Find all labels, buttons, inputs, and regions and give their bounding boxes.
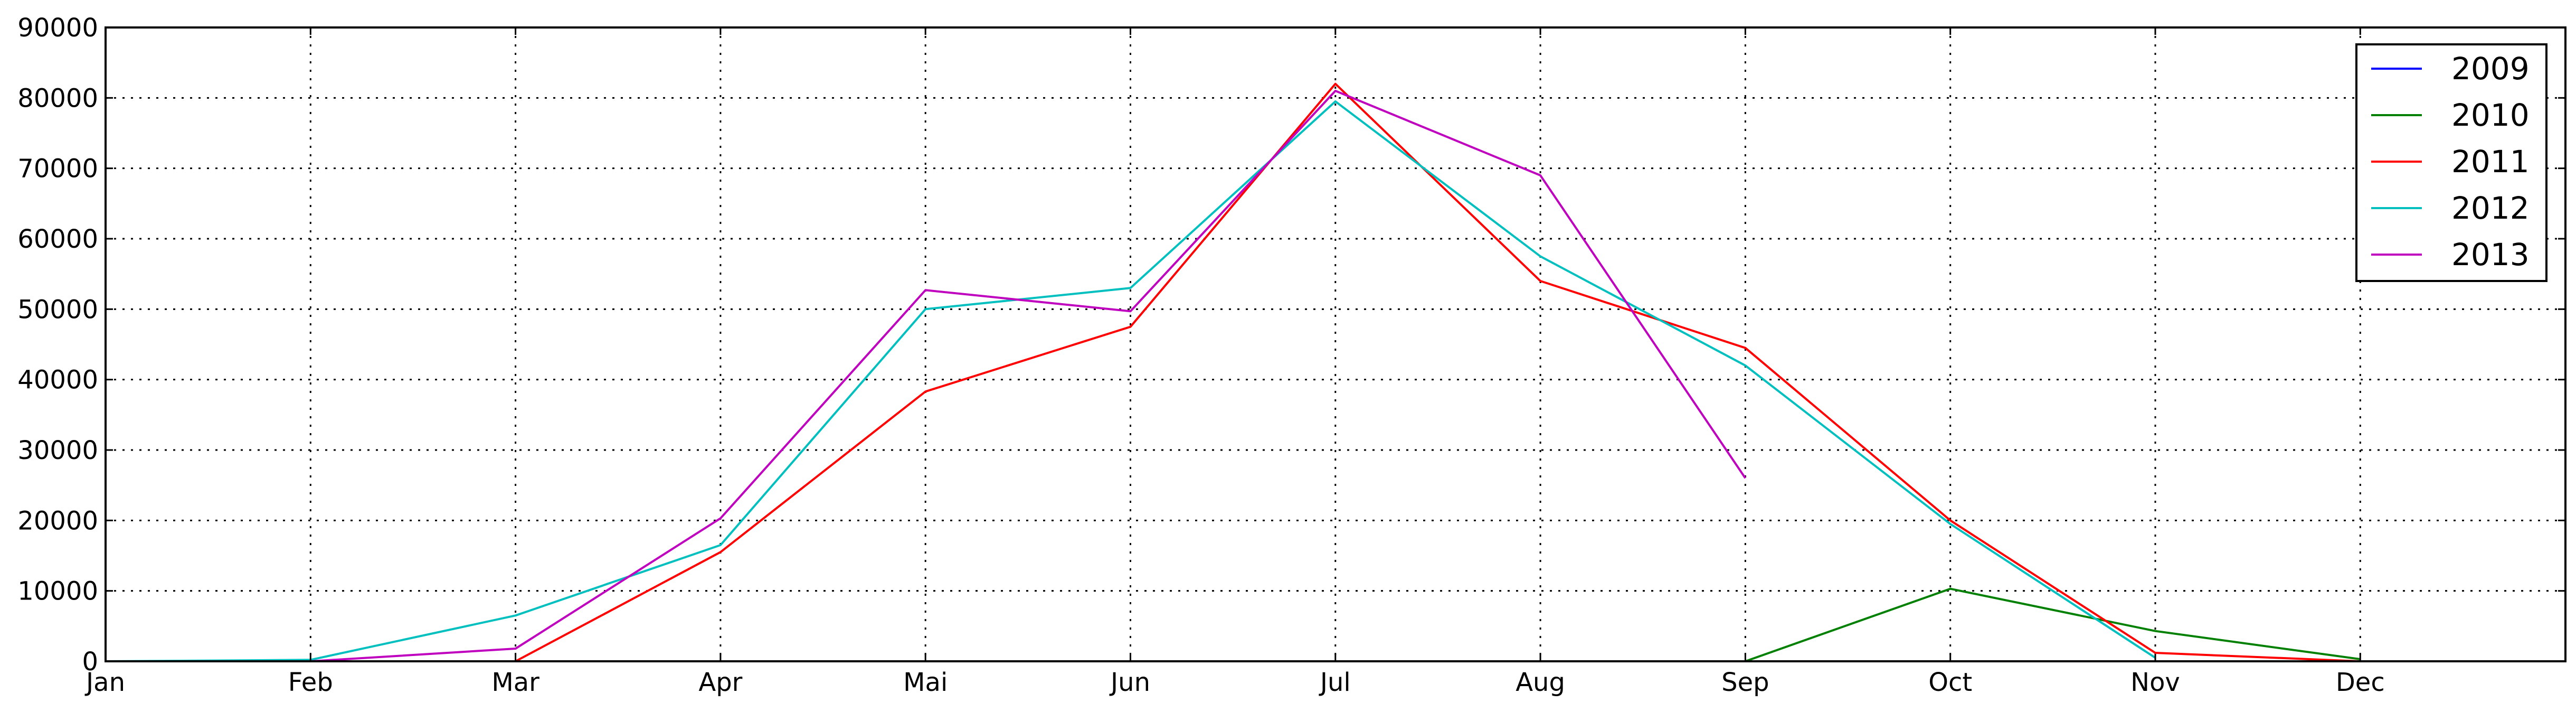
x-axis-ticks: Jan Feb Mar Apr Mai Jun Jul Aug Sep Oct Nov Dec bbox=[84, 27, 2385, 697]
y-tick-label: 0 bbox=[82, 647, 98, 677]
y-tick-label: 10000 bbox=[17, 577, 98, 606]
legend-label-2013: 2013 bbox=[2451, 237, 2530, 273]
y-tick-label: 20000 bbox=[17, 506, 98, 536]
x-tick-label: Feb bbox=[288, 668, 333, 697]
x-tick-label: Jul bbox=[1319, 668, 1351, 697]
x-tick-label: Aug bbox=[1516, 668, 1565, 697]
series-line-2010 bbox=[1745, 587, 2361, 662]
series-lines bbox=[105, 82, 2361, 662]
y-tick-label: 30000 bbox=[17, 436, 98, 465]
y-tick-label: 50000 bbox=[17, 295, 98, 324]
x-tick-label: Jan bbox=[84, 668, 125, 697]
legend: 2009 2010 2011 2012 2013 bbox=[2355, 43, 2547, 282]
y-tick-label: 80000 bbox=[17, 83, 98, 113]
x-tick-label: Oct bbox=[1928, 668, 1972, 697]
y-tick-label: 90000 bbox=[17, 13, 98, 43]
x-tick-label: Jun bbox=[1109, 668, 1150, 697]
y-tick-label: 40000 bbox=[17, 366, 98, 395]
x-tick-label: Nov bbox=[2130, 668, 2180, 697]
series-line-2012 bbox=[105, 100, 2156, 662]
x-tick-label: Sep bbox=[1721, 668, 1769, 697]
legend-label-2010: 2010 bbox=[2451, 97, 2530, 133]
legend-label-2012: 2012 bbox=[2451, 190, 2530, 226]
y-axis-ticks: 0 10000 20000 30000 40000 50000 60000 70000 8000… bbox=[17, 13, 2565, 677]
x-tick-label: Dec bbox=[2336, 668, 2385, 697]
legend-label-2011: 2011 bbox=[2451, 144, 2530, 180]
series-line-2013 bbox=[310, 90, 1747, 662]
series-line-2011 bbox=[515, 82, 2361, 662]
y-tick-label: 60000 bbox=[17, 224, 98, 254]
y-tick-label: 70000 bbox=[17, 154, 98, 184]
x-tick-label: Apr bbox=[698, 668, 742, 697]
x-tick-label: Mar bbox=[491, 668, 539, 697]
x-tick-label: Mai bbox=[903, 668, 948, 697]
legend-label-2009: 2009 bbox=[2451, 51, 2530, 87]
